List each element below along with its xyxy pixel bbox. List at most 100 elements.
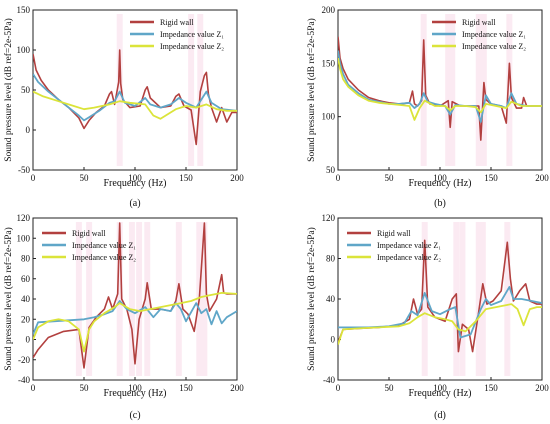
resonance-band [128, 222, 135, 376]
y-tick-label: 20 [21, 314, 31, 324]
resonance-band [506, 14, 513, 166]
y-tick-label: 150 [17, 5, 31, 15]
x-tick-label: 50 [385, 383, 395, 393]
resonance-band [175, 222, 182, 376]
series-line-rigid [33, 222, 237, 369]
resonance-band [188, 14, 195, 166]
series-line-z2 [33, 291, 237, 353]
x-tick-label: 150 [179, 383, 193, 393]
x-tick-label: 0 [336, 173, 341, 183]
x-tick-label: 100 [128, 173, 142, 183]
resonance-band [479, 222, 486, 376]
series-line-z2 [338, 57, 542, 121]
y-tick-label: -40 [323, 375, 335, 385]
y-tick-label: -20 [18, 355, 30, 365]
y-axis-label: Sound pressure level (dB ref=2e-5Pa) [306, 18, 317, 162]
x-tick-label: 50 [80, 383, 90, 393]
legend: Rigid wall Impedance value Z₁ Impedance va… [432, 18, 526, 51]
panel-caption: (a) [129, 198, 140, 209]
resonance-band [144, 222, 151, 376]
legend-label-z1: Impedance value Z₁ [462, 30, 526, 39]
y-tick-label: 80 [326, 254, 336, 264]
panel-caption: (d) [434, 410, 446, 421]
x-tick-label: 0 [31, 383, 36, 393]
y-tick-label: 0 [331, 335, 336, 345]
x-tick-label: 200 [230, 173, 244, 183]
legend-label-z1: Impedance value Z₁ [377, 241, 441, 250]
legend: Rigid wall Impedance value Z₁ Impedance va… [130, 18, 224, 51]
y-tick-label: 100 [17, 233, 31, 243]
x-tick-label: 200 [535, 383, 549, 393]
x-tick-label: 100 [433, 383, 447, 393]
series-line-z1 [33, 300, 237, 335]
y-tick-label: 120 [322, 213, 336, 223]
x-tick-label: 200 [535, 173, 549, 183]
y-tick-label: -40 [18, 375, 30, 385]
legend-label-z2: Impedance value Z₂ [72, 253, 136, 262]
x-tick-label: 0 [336, 383, 341, 393]
x-axis-label: Frequency (Hz) [103, 388, 166, 399]
series-line-z1 [33, 73, 237, 122]
x-tick-label: 150 [179, 173, 193, 183]
y-tick-label: 0 [26, 125, 31, 135]
series-line-z2 [33, 90, 237, 120]
y-axis-label: Sound pressure level (dB ref=2e-5Pa) [3, 227, 14, 371]
legend: Rigid wall Impedance value Z₁ Impedance va… [347, 229, 441, 262]
y-tick-label: 150 [322, 58, 336, 68]
y-axis-label: Sound pressure level (dB ref=2e-5Pa) [3, 18, 14, 162]
x-axis-label: Frequency (Hz) [103, 178, 166, 189]
resonance-band [420, 14, 427, 166]
x-tick-label: 100 [433, 173, 447, 183]
legend-label-rigid: Rigid wall [377, 229, 411, 238]
y-tick-label: 100 [322, 112, 336, 122]
x-axis-label: Frequency (Hz) [408, 388, 471, 399]
legend-label-z1: Impedance value Z₁ [72, 241, 136, 250]
legend: Rigid wall Impedance value Z₁ Impedance va… [42, 229, 136, 262]
resonance-band [421, 222, 428, 376]
legend-label-rigid: Rigid wall [160, 18, 194, 27]
legend-label-rigid: Rigid wall [72, 229, 106, 238]
legend-label-z1: Impedance value Z₁ [160, 30, 224, 39]
y-tick-label: 60 [21, 274, 31, 284]
series-line-z2 [338, 303, 542, 345]
y-tick-label: 50 [21, 85, 31, 95]
y-tick-label: 200 [322, 5, 336, 15]
x-tick-label: 0 [31, 173, 36, 183]
y-axis-label: Sound pressure level (dB ref=2e-5Pa) [306, 227, 317, 371]
x-tick-label: 50 [385, 173, 395, 183]
series-line-z1 [338, 285, 542, 339]
legend-label-z2: Impedance value Z₂ [462, 42, 526, 51]
x-tick-label: 200 [230, 383, 244, 393]
resonance-band [475, 14, 482, 166]
resonance-band [449, 14, 456, 166]
y-tick-label: 50 [326, 165, 336, 175]
resonance-band [201, 222, 208, 376]
y-tick-label: -50 [18, 165, 30, 175]
panel-caption: (b) [434, 198, 446, 209]
legend-label-z2: Impedance value Z₂ [160, 42, 224, 51]
resonance-band [86, 222, 93, 376]
x-tick-label: 150 [484, 383, 498, 393]
y-tick-label: 40 [21, 294, 31, 304]
resonance-band [136, 222, 143, 376]
x-axis-label: Frequency (Hz) [408, 178, 471, 189]
resonance-band [116, 14, 123, 166]
resonance-band [459, 222, 466, 376]
y-tick-label: 120 [17, 213, 31, 223]
y-tick-label: 100 [17, 45, 31, 55]
y-tick-label: 80 [21, 254, 31, 264]
series-line-rigid [33, 49, 237, 146]
legend-label-z2: Impedance value Z₂ [377, 253, 441, 262]
x-tick-label: 50 [80, 173, 90, 183]
resonance-band [116, 222, 123, 376]
resonance-band [75, 222, 82, 376]
x-tick-label: 100 [128, 383, 142, 393]
y-tick-label: 40 [326, 294, 336, 304]
x-tick-label: 150 [484, 173, 498, 183]
panel-caption: (c) [129, 410, 140, 421]
resonance-band [504, 222, 511, 376]
legend-label-rigid: Rigid wall [462, 18, 496, 27]
panel-c: 0 50 100 150 200 -40 -20 0 20 40 60 80 100 120 Rigid w… [3, 213, 244, 421]
